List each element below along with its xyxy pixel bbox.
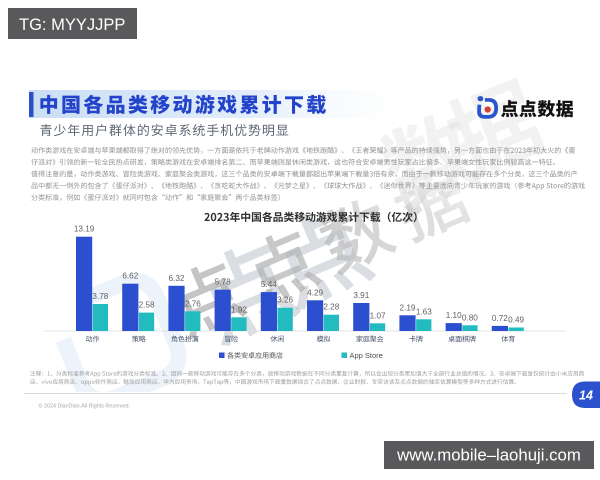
svg-text:6.62: 6.62 [122,272,138,281]
svg-text:0.72: 0.72 [492,314,508,323]
svg-text:TG: MYYJJPP: TG: MYYJJPP [19,16,125,34]
svg-text:1.92: 1.92 [231,305,247,314]
svg-text:© 2024 DianDian.All Rights Res: © 2024 DianDian.All Rights Reserved. [39,403,130,410]
svg-text:5.44: 5.44 [261,280,277,289]
svg-text:0.80: 0.80 [462,313,478,322]
svg-text:0.49: 0.49 [508,316,524,325]
svg-text:2.76: 2.76 [185,299,201,308]
svg-text:3.26: 3.26 [277,296,293,305]
svg-text:14: 14 [579,389,593,403]
svg-text:www.mobile–laohuji.com: www.mobile–laohuji.com [396,446,581,465]
svg-text:1.07: 1.07 [370,311,386,320]
svg-text:5.78: 5.78 [215,278,231,287]
svg-text:13.19: 13.19 [74,225,95,234]
svg-text:6.32: 6.32 [169,274,185,283]
svg-text:App Store: App Store [350,351,383,360]
svg-text:2.28: 2.28 [323,303,339,312]
svg-text:1.10: 1.10 [446,311,462,320]
svg-text:3.78: 3.78 [92,292,108,301]
svg-text:4.29: 4.29 [307,288,323,297]
svg-text:2.58: 2.58 [139,301,155,310]
svg-text:3.91: 3.91 [353,291,369,300]
svg-text:2.19: 2.19 [400,303,416,312]
svg-text:1.63: 1.63 [416,307,432,316]
